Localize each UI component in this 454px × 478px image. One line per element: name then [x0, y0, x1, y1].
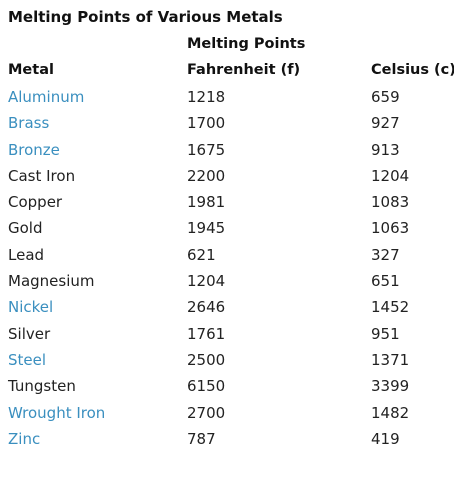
- celsius-value: 419: [371, 429, 400, 448]
- table-row: Magnesium 1204 651: [0, 270, 454, 296]
- celsius-value: 1063: [371, 219, 410, 238]
- fahrenheit-value: 1675: [187, 140, 226, 159]
- celsius-value: 1371: [371, 350, 410, 369]
- metal-name[interactable]: Zinc: [8, 429, 41, 448]
- column-header-fahrenheit: Fahrenheit (f): [187, 62, 301, 78]
- fahrenheit-value: 621: [187, 245, 216, 264]
- metal-name: Copper: [8, 193, 63, 212]
- celsius-value: 927: [371, 114, 400, 133]
- fahrenheit-value: 2200: [187, 166, 226, 185]
- column-header-metal: Metal: [8, 62, 54, 78]
- fahrenheit-value: 787: [187, 429, 216, 448]
- fahrenheit-value: 2646: [187, 298, 226, 317]
- fahrenheit-value: 6150: [187, 377, 226, 396]
- metal-name[interactable]: Bronze: [8, 140, 60, 159]
- fahrenheit-value: 1761: [187, 324, 226, 343]
- melting-points-group-header: Melting Points: [187, 36, 306, 52]
- table-row: Gold 1945 1063: [0, 217, 454, 243]
- table-row: Copper 1981 1083: [0, 191, 454, 217]
- metal-name[interactable]: Aluminum: [8, 88, 85, 106]
- table-row: Tungsten 6150 3399: [0, 375, 454, 401]
- table-row: Steel 2500 1371: [0, 349, 454, 375]
- celsius-value: 1204: [371, 166, 410, 185]
- table-row: Aluminum 1218 659: [0, 86, 454, 112]
- celsius-value: 1452: [371, 298, 410, 317]
- metal-name[interactable]: Steel: [8, 350, 47, 369]
- table-row: Nickel 2646 1452: [0, 296, 454, 322]
- fahrenheit-value: 1700: [187, 114, 226, 133]
- metal-name[interactable]: Wrought Iron: [8, 403, 106, 422]
- celsius-value: 913: [371, 140, 400, 159]
- fahrenheit-value: 1218: [187, 88, 226, 106]
- metal-name: Cast Iron: [8, 166, 76, 185]
- table-row: Bronze 1675 913: [0, 139, 454, 165]
- table-title: Melting Points of Various Metals: [8, 8, 283, 26]
- fahrenheit-value: 2500: [187, 350, 226, 369]
- table-body: Aluminum 1218 659 Brass 1700 927 Bronze …: [0, 86, 454, 454]
- fahrenheit-value: 1981: [187, 193, 226, 212]
- fahrenheit-value: 1945: [187, 219, 226, 238]
- celsius-value: 3399: [371, 377, 410, 396]
- celsius-value: 1482: [371, 403, 410, 422]
- metal-name: Tungsten: [8, 377, 76, 396]
- table-row: Silver 1761 951: [0, 323, 454, 349]
- table-row: Wrought Iron 2700 1482: [0, 402, 454, 428]
- column-header-celsius: Celsius (c): [371, 62, 454, 78]
- fahrenheit-value: 1204: [187, 272, 226, 291]
- table-row: Zinc 787 419: [0, 428, 454, 454]
- metal-name: Magnesium: [8, 272, 95, 291]
- metal-name[interactable]: Brass: [8, 114, 50, 133]
- celsius-value: 659: [371, 88, 400, 106]
- metal-name[interactable]: Nickel: [8, 298, 54, 317]
- fahrenheit-value: 2700: [187, 403, 226, 422]
- celsius-value: 951: [371, 324, 400, 343]
- metal-name: Lead: [8, 245, 45, 264]
- table-row: Lead 621 327: [0, 244, 454, 270]
- table-row: Brass 1700 927: [0, 112, 454, 138]
- celsius-value: 1083: [371, 193, 410, 212]
- celsius-value: 651: [371, 272, 400, 291]
- table-row: Cast Iron 2200 1204: [0, 165, 454, 191]
- metal-name: Gold: [8, 219, 43, 238]
- celsius-value: 327: [371, 245, 400, 264]
- column-headers: Metal Fahrenheit (f) Celsius (c): [0, 62, 454, 84]
- metal-name: Silver: [8, 324, 51, 343]
